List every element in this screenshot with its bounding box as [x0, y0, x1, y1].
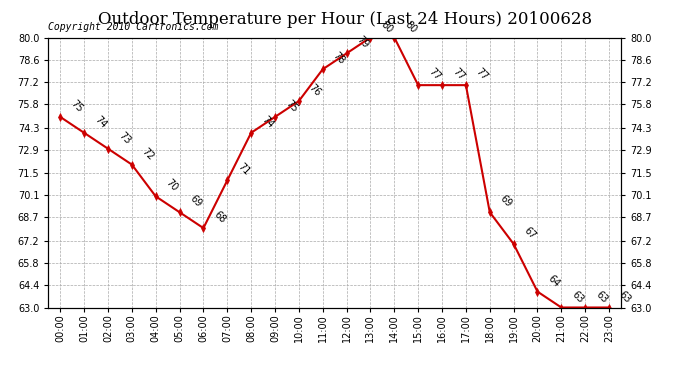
Text: 80: 80 [403, 19, 418, 35]
Text: 63: 63 [593, 289, 609, 305]
Text: 75: 75 [284, 98, 299, 114]
Text: Copyright 2010 Cartronics.com: Copyright 2010 Cartronics.com [48, 22, 219, 32]
Text: 78: 78 [331, 51, 347, 66]
Text: 69: 69 [498, 194, 514, 209]
Text: 63: 63 [570, 289, 585, 305]
Text: 64: 64 [546, 273, 562, 289]
Text: 75: 75 [68, 98, 84, 114]
Text: 69: 69 [188, 194, 204, 209]
Text: 70: 70 [164, 178, 180, 194]
Text: 77: 77 [474, 66, 490, 82]
Text: 72: 72 [140, 146, 156, 162]
Text: 63: 63 [618, 289, 633, 305]
Text: 76: 76 [307, 82, 323, 98]
Text: 74: 74 [92, 114, 108, 130]
Text: 80: 80 [379, 19, 395, 35]
Text: 77: 77 [426, 66, 442, 82]
Text: 71: 71 [235, 162, 251, 178]
Text: 74: 74 [259, 114, 275, 130]
Text: 77: 77 [451, 66, 466, 82]
Text: Outdoor Temperature per Hour (Last 24 Hours) 20100628: Outdoor Temperature per Hour (Last 24 Ho… [98, 11, 592, 28]
Text: 68: 68 [212, 210, 228, 225]
Text: 79: 79 [355, 35, 371, 51]
Text: 67: 67 [522, 225, 538, 241]
Text: 73: 73 [117, 130, 132, 146]
